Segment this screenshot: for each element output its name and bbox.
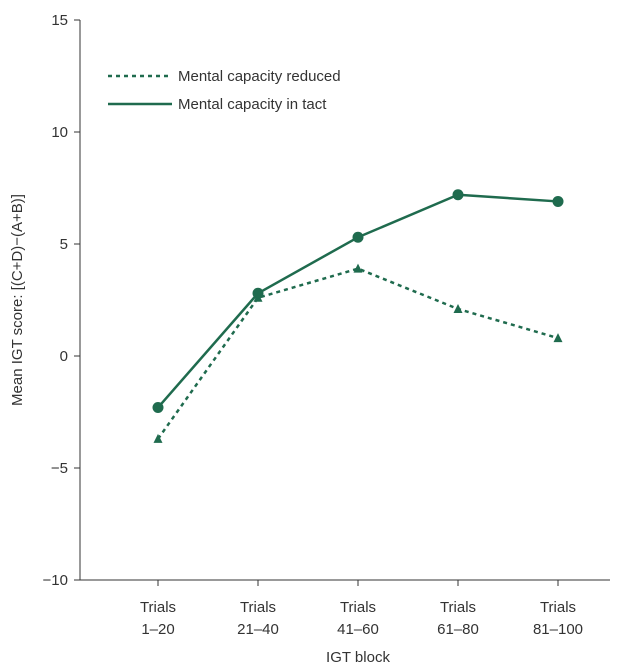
legend: Mental capacity reduced Mental capacity i… xyxy=(108,68,341,113)
data-point-intact xyxy=(352,231,364,243)
y-tick-label: 5 xyxy=(60,236,68,253)
y-tick-label: −10 xyxy=(43,572,68,589)
data-point-reduced xyxy=(153,433,163,443)
data-point-reduced xyxy=(553,333,563,343)
x-tick-label: 41–60 xyxy=(337,621,379,638)
x-tick-label: Trials xyxy=(440,599,476,616)
legend-label: Mental capacity in tact xyxy=(178,96,327,113)
x-tick-label: Trials xyxy=(240,599,276,616)
series-layer xyxy=(152,189,564,443)
series-line-reduced xyxy=(156,267,559,440)
x-tick-label: Trials xyxy=(340,599,376,616)
series-line-intact xyxy=(157,193,559,409)
x-tick-label: 1–20 xyxy=(141,621,174,638)
y-ticks: −10 −5 0 5 10 15 xyxy=(43,12,80,589)
data-point-reduced xyxy=(353,263,363,273)
y-tick-label: 10 xyxy=(51,124,68,141)
y-tick-label: −5 xyxy=(51,460,68,477)
legend-label: Mental capacity reduced xyxy=(178,68,341,85)
x-ticks: Trials 1–20 Trials 21–40 Trials 41–60 Trials 61… xyxy=(140,580,583,638)
x-axis-title: IGT block xyxy=(326,649,390,666)
data-point-intact xyxy=(252,287,264,299)
x-tick-label: Trials xyxy=(540,599,576,616)
y-tick-label: 0 xyxy=(60,348,68,365)
x-tick-label: 81–100 xyxy=(533,621,583,638)
data-point-intact xyxy=(552,195,564,207)
data-point-intact xyxy=(152,402,164,414)
data-point-intact xyxy=(452,189,464,201)
x-tick-label: 61–80 xyxy=(437,621,479,638)
x-tick-label: Trials xyxy=(140,599,176,616)
y-tick-label: 15 xyxy=(51,12,68,29)
x-tick-label: 21–40 xyxy=(237,621,279,638)
y-axis-title: Mean IGT score: [(C+D)−(A+B)] xyxy=(9,194,26,406)
data-point-reduced xyxy=(453,303,463,313)
axes xyxy=(79,20,610,581)
